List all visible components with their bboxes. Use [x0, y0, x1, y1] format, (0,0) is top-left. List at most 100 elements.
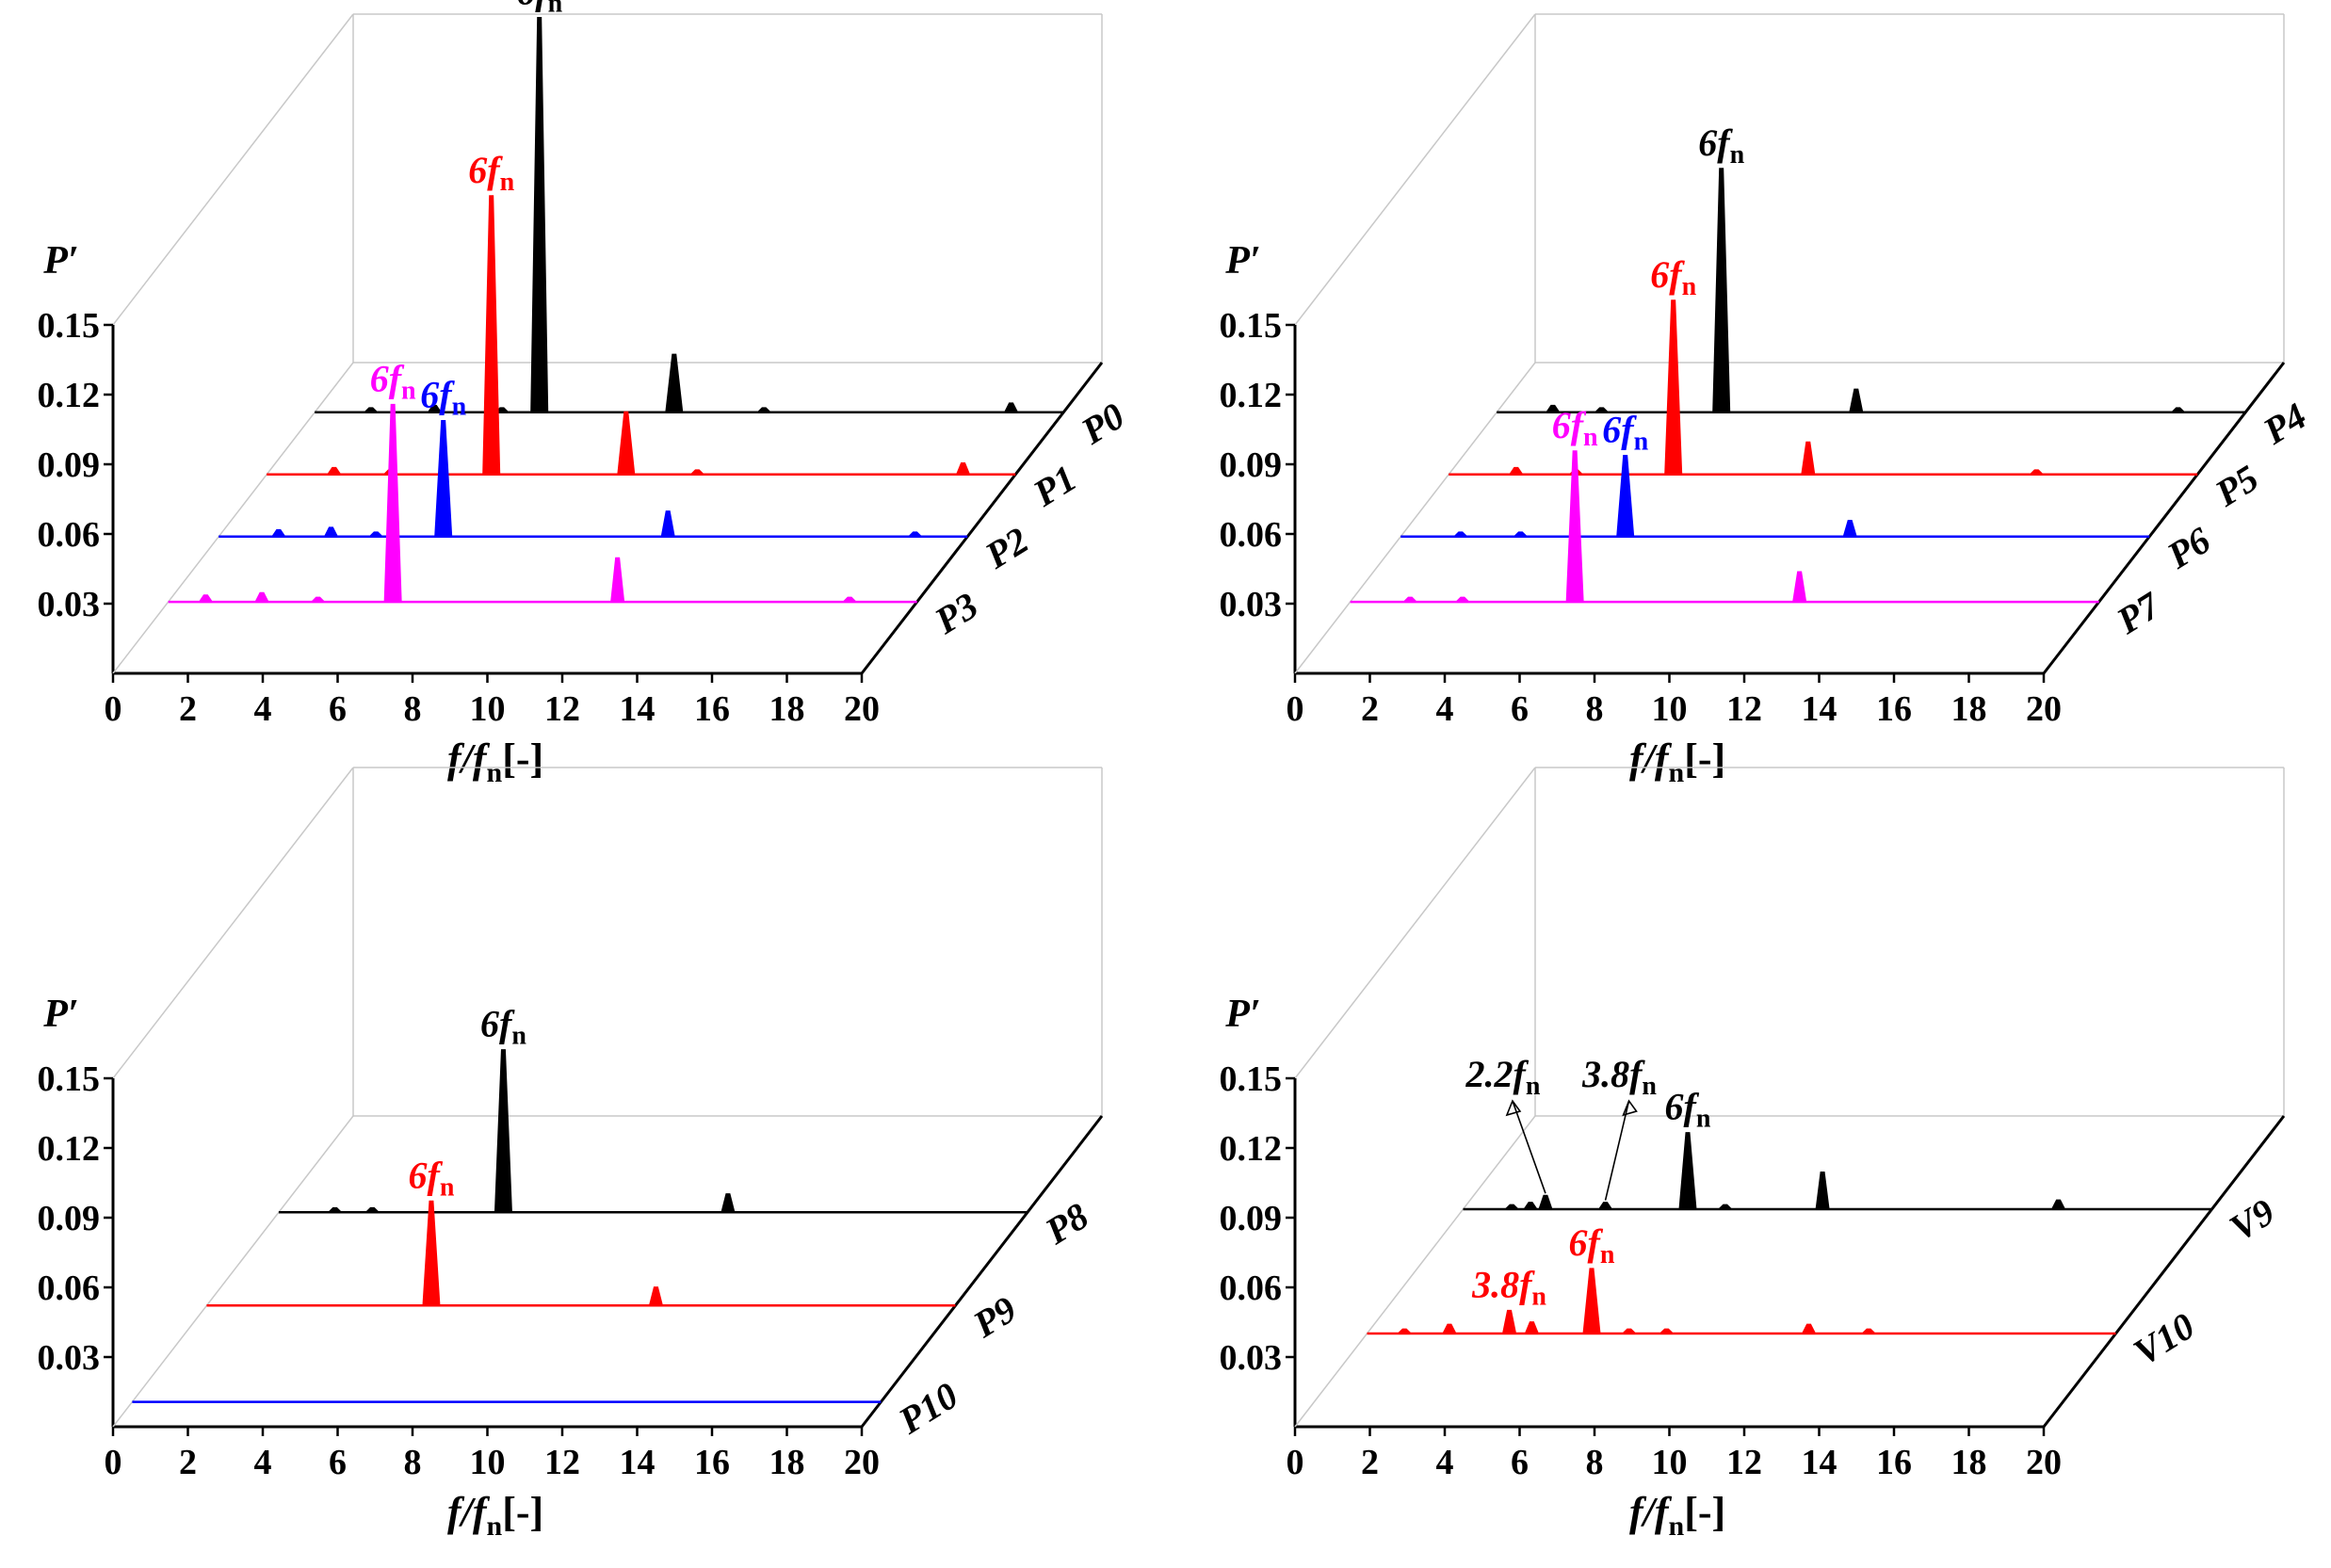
spectrum-peak	[955, 461, 971, 476]
spectrum-peak	[841, 596, 858, 603]
y-tick-label: 0.09	[1220, 1199, 1283, 1238]
spectrum-peak	[1582, 1268, 1601, 1334]
peak-annotation: 6fn	[420, 373, 466, 421]
x-tick-label: 18	[1951, 1443, 1987, 1482]
x-axis-label: f/fn[-]	[1629, 1489, 1725, 1542]
y-tick-label: 0.06	[38, 515, 101, 555]
peak-annotation: 6fn	[370, 357, 416, 405]
series-P4: P4 6fn	[1497, 121, 2314, 453]
peak-annotation: 6fn	[1665, 1086, 1711, 1134]
peak-annotation: 6fn	[516, 0, 562, 18]
spectrum-peak	[1712, 168, 1731, 413]
y-tick-label: 0.03	[38, 585, 101, 624]
depth-axis	[860, 362, 1104, 674]
x-tick-label: 16	[694, 689, 730, 729]
spectrum-peak	[665, 353, 684, 413]
frame-edge	[1294, 767, 1536, 1079]
spectrum-peak	[1792, 571, 1807, 603]
spectrum-peak	[270, 528, 286, 538]
y-tick-label: 0.12	[1220, 376, 1283, 415]
spectrum-peak	[907, 531, 923, 538]
x-tick-label: 12	[1726, 689, 1762, 729]
series-V9: V9 2.2fn 3.8fn 6fn	[1463, 1053, 2282, 1250]
spectrum-peak	[1452, 531, 1469, 538]
series-P7: P7 6fn	[1350, 404, 2169, 642]
x-axis-label: f/fn[-]	[447, 736, 543, 788]
x-tick-label: 12	[544, 689, 580, 729]
y-tick-label: 0.15	[38, 1059, 101, 1099]
x-tick-label: 0	[1287, 1443, 1304, 1482]
x-tick-label: 0	[105, 1443, 122, 1482]
peak-annotation: 6fn	[1552, 404, 1598, 452]
x-tick-label: 10	[470, 689, 506, 729]
x-tick-label: 4	[1436, 689, 1454, 729]
series-P10: P10	[132, 1374, 965, 1443]
spectrum-peak	[1397, 1328, 1413, 1334]
peak-annotation: 6fn	[1602, 408, 1648, 456]
spectrum-peak	[1860, 1328, 1877, 1334]
spectrum-peak	[720, 1193, 736, 1213]
spectrum-peak	[2029, 469, 2045, 476]
spectrum-peak	[1621, 1328, 1637, 1334]
spectrum-peak	[2170, 407, 2186, 413]
spectrum-peak	[1594, 407, 1610, 413]
spectrum-peak	[2050, 1199, 2066, 1210]
spectrum-peak	[1501, 1309, 1517, 1334]
x-tick-label: 16	[694, 1443, 730, 1482]
spectrum-peak	[1678, 1132, 1697, 1210]
series-label: V10	[2126, 1304, 2201, 1374]
y-axis-label: P′	[42, 993, 78, 1036]
frame-edge	[112, 1115, 354, 1428]
spectrum-peak	[1717, 1204, 1733, 1210]
y-tick-label: 0.12	[38, 1129, 101, 1169]
series-label: P0	[1073, 395, 1131, 453]
spectrum-peak	[617, 411, 636, 476]
x-tick-label: 2	[179, 689, 197, 729]
x-tick-label: 18	[769, 689, 805, 729]
x-tick-label: 4	[254, 689, 272, 729]
spectrum-peak	[1597, 1202, 1613, 1210]
x-tick-label: 6	[329, 689, 347, 729]
frame-edge	[112, 362, 354, 674]
x-tick-label: 14	[1802, 689, 1837, 729]
series-V10: V10 3.8fn 6fn	[1367, 1221, 2202, 1374]
y-tick-label: 0.06	[1220, 515, 1283, 555]
annotation-arrow	[1604, 1100, 1630, 1201]
series-label: P9	[965, 1287, 1024, 1346]
series-label: P7	[2109, 583, 2169, 642]
y-tick-label: 0.12	[38, 376, 101, 415]
series-P8: P8 6fn	[278, 1003, 1095, 1253]
x-tick-label: 16	[1876, 1443, 1912, 1482]
y-tick-label: 0.15	[38, 306, 101, 346]
spectrum-peak	[383, 403, 402, 603]
x-tick-label: 10	[1652, 1443, 1688, 1482]
frame-edge	[112, 767, 354, 1079]
x-tick-label: 4	[1436, 1443, 1454, 1482]
y-tick-label: 0.12	[1220, 1129, 1283, 1169]
x-tick-label: 10	[1652, 689, 1688, 729]
depth-axis	[2042, 362, 2286, 674]
x-tick-label: 8	[1586, 1443, 1604, 1482]
x-tick-label: 2	[1361, 689, 1379, 729]
spectrum-peak	[1815, 1172, 1830, 1210]
peak-annotation: 6fn	[468, 149, 514, 197]
spectrum-peak	[327, 1206, 343, 1213]
spectrum-peak	[1849, 388, 1864, 413]
x-tick-label: 8	[1586, 689, 1604, 729]
x-tick-label: 6	[1511, 1443, 1529, 1482]
series-label: P1	[1025, 457, 1083, 515]
spectrum-peak	[1801, 1323, 1817, 1334]
spectrum-peak	[660, 510, 675, 538]
y-tick-label: 0.09	[38, 1199, 101, 1238]
spectrum-peak	[1503, 1204, 1520, 1210]
peak-annotation: 6fn	[1569, 1221, 1615, 1269]
y-tick-label: 0.09	[38, 445, 101, 485]
chart-top-left: 0 2 4 6 8 10 12 14 16 18 20 0.03 0.06 0.09 0.12 0.15 P′ f…	[38, 0, 1132, 788]
series-P3: P3 6fn	[168, 357, 985, 642]
series-label: P3	[927, 584, 985, 642]
spectrum-peak	[648, 1286, 664, 1306]
frame-edge	[1294, 1115, 1536, 1428]
spectrum-peak	[427, 404, 443, 413]
spectrum-peak	[494, 1049, 512, 1213]
y-tick-label: 0.03	[38, 1338, 101, 1378]
